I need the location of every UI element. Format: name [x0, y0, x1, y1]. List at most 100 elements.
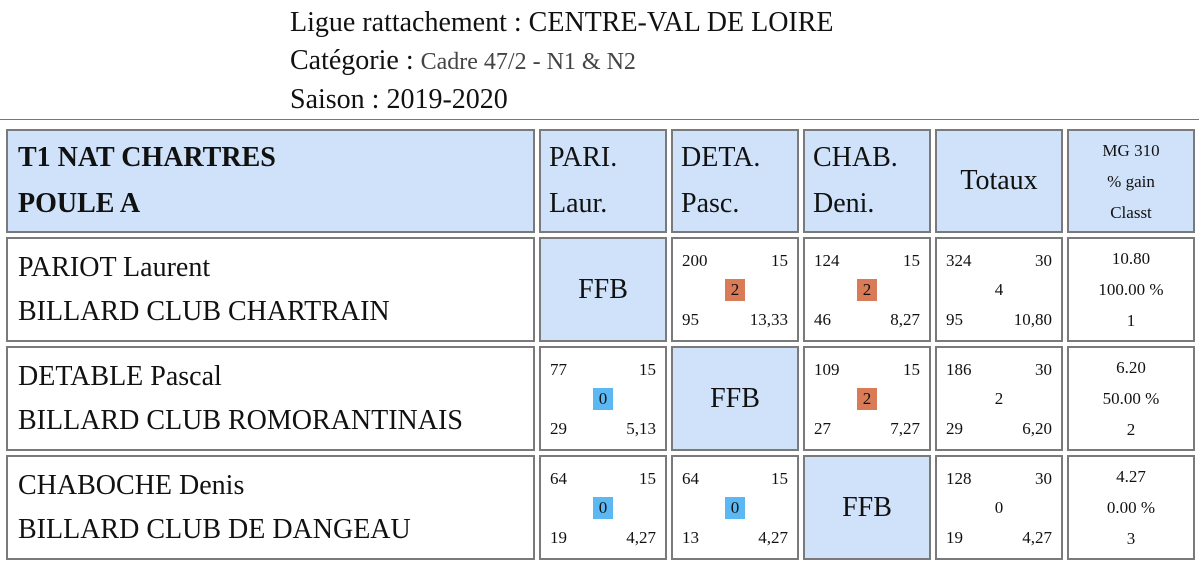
distance: 15	[903, 251, 920, 270]
innings: 19	[550, 528, 567, 547]
total-points: 128	[946, 469, 972, 488]
points: 109	[814, 360, 840, 379]
stats-header: MG 310 % gain Classt	[1067, 129, 1195, 233]
mg-value: 4.27	[1116, 467, 1146, 486]
total-match-points: 4	[994, 279, 1004, 299]
total-match-points: 0	[994, 497, 1004, 517]
average: 13,33	[749, 310, 788, 329]
distance: 15	[639, 360, 656, 379]
match-points-badge: 0	[593, 496, 613, 519]
points: 124	[814, 251, 840, 270]
ffb-cell: FFB	[671, 346, 799, 451]
totaux-header: Totaux	[935, 129, 1063, 233]
points: 200	[682, 251, 708, 270]
poule-title: T1 NAT CHARTRES POULE A	[6, 129, 535, 233]
match-result: 64 15 0 19 4,27	[539, 455, 667, 560]
saison-line: Saison : 2019-2020	[290, 84, 508, 115]
average: 5,13	[626, 419, 656, 438]
match-points-badge: 2	[857, 387, 877, 410]
mg-value: 6.20	[1116, 358, 1146, 377]
rank-value: 2	[1126, 420, 1136, 439]
total-distance: 30	[1035, 469, 1052, 488]
categorie-label: Catégorie :	[290, 45, 414, 76]
distance: 15	[771, 469, 788, 488]
total-points: 186	[946, 360, 972, 379]
column-header-line1: DETA.	[681, 142, 761, 173]
totals-cell: 186 30 2 29 6,20	[935, 346, 1063, 451]
total-average: 6,20	[1022, 419, 1052, 438]
pct-header: % gain	[1107, 171, 1155, 191]
innings: 13	[682, 528, 699, 547]
rank-value: 1	[1126, 311, 1136, 330]
total-distance: 30	[1035, 251, 1052, 270]
player-cell: CHABOCHE Denis BILLARD CLUB DE DANGEAU	[6, 455, 535, 560]
table-row: CHABOCHE Denis BILLARD CLUB DE DANGEAU 6…	[6, 455, 1195, 560]
ffb-cell: FFB	[539, 237, 667, 342]
pct-value: 50.00 %	[1102, 389, 1160, 408]
total-innings: 95	[946, 310, 963, 329]
points: 64	[550, 469, 567, 488]
player-club: BILLARD CLUB DE DANGEAU	[18, 513, 411, 545]
innings: 27	[814, 419, 831, 438]
stats-cell: 10.80 100.00 % 1	[1067, 237, 1195, 342]
column-header-chaboche: CHAB. Deni.	[803, 129, 931, 233]
average: 4,27	[626, 528, 656, 547]
points: 77	[550, 360, 567, 379]
total-average: 4,27	[1022, 528, 1052, 547]
match-points-badge: 0	[593, 387, 613, 410]
total-innings: 29	[946, 419, 963, 438]
rank-value: 3	[1126, 529, 1136, 548]
column-header-line2: Laur.	[549, 188, 608, 219]
column-header-line2: Pasc.	[681, 188, 740, 219]
categorie-line: Catégorie : Cadre 47/2 - N1 & N2	[290, 42, 834, 81]
average: 8,27	[890, 310, 920, 329]
match-result: 77 15 0 29 5,13	[539, 346, 667, 451]
player-cell: PARIOT Laurent BILLARD CLUB CHARTRAIN	[6, 237, 535, 342]
poule-title-line1: T1 NAT CHARTRES	[18, 142, 276, 173]
ligue-line: Ligue rattachement : CENTRE-VAL DE LOIRE	[290, 7, 834, 38]
match-result: 200 15 2 95 13,33	[671, 237, 799, 342]
innings: 46	[814, 310, 831, 329]
pct-value: 0.00 %	[1106, 498, 1156, 517]
average: 4,27	[758, 528, 788, 547]
distance: 15	[771, 251, 788, 270]
average: 7,27	[890, 419, 920, 438]
column-header-line2: Deni.	[813, 188, 875, 219]
player-cell: DETABLE Pascal BILLARD CLUB ROMORANTINAI…	[6, 346, 535, 451]
distance: 15	[639, 469, 656, 488]
mg-value: 10.80	[1111, 249, 1151, 268]
totals-cell: 324 30 4 95 10,80	[935, 237, 1063, 342]
poule-title-line2: POULE A	[18, 188, 141, 219]
column-header-line1: CHAB.	[813, 142, 898, 173]
distance: 15	[903, 360, 920, 379]
match-result: 109 15 2 27 7,27	[803, 346, 931, 451]
divider	[0, 119, 1199, 120]
total-average: 10,80	[1013, 310, 1052, 329]
player-name: CHABOCHE Denis	[18, 469, 245, 501]
match-result: 124 15 2 46 8,27	[803, 237, 931, 342]
table-row: DETABLE Pascal BILLARD CLUB ROMORANTINAI…	[6, 346, 1195, 451]
match-result: 64 15 0 13 4,27	[671, 455, 799, 560]
results-table: T1 NAT CHARTRES POULE A PARI. Laur. DETA…	[2, 125, 1199, 564]
total-match-points: 2	[994, 388, 1004, 408]
ffb-cell: FFB	[803, 455, 931, 560]
mg-header: MG 310	[1102, 140, 1160, 160]
stats-cell: 6.20 50.00 % 2	[1067, 346, 1195, 451]
match-points-badge: 2	[857, 278, 877, 301]
player-name: DETABLE Pascal	[18, 360, 222, 392]
total-distance: 30	[1035, 360, 1052, 379]
innings: 95	[682, 310, 699, 329]
table-header-row: T1 NAT CHARTRES POULE A PARI. Laur. DETA…	[6, 129, 1195, 233]
column-header-pariot: PARI. Laur.	[539, 129, 667, 233]
points: 64	[682, 469, 699, 488]
player-name: PARIOT Laurent	[18, 251, 211, 283]
stats-cell: 4.27 0.00 % 3	[1067, 455, 1195, 560]
column-header-detable: DETA. Pasc.	[671, 129, 799, 233]
pct-value: 100.00 %	[1098, 280, 1164, 299]
match-points-badge: 0	[725, 496, 745, 519]
player-club: BILLARD CLUB ROMORANTINAIS	[18, 404, 463, 436]
competition-header: Ligue rattachement : CENTRE-VAL DE LOIRE…	[290, 4, 834, 119]
match-points-badge: 2	[725, 278, 745, 301]
column-header-line1: PARI.	[549, 142, 618, 173]
player-club: BILLARD CLUB CHARTRAIN	[18, 295, 390, 327]
